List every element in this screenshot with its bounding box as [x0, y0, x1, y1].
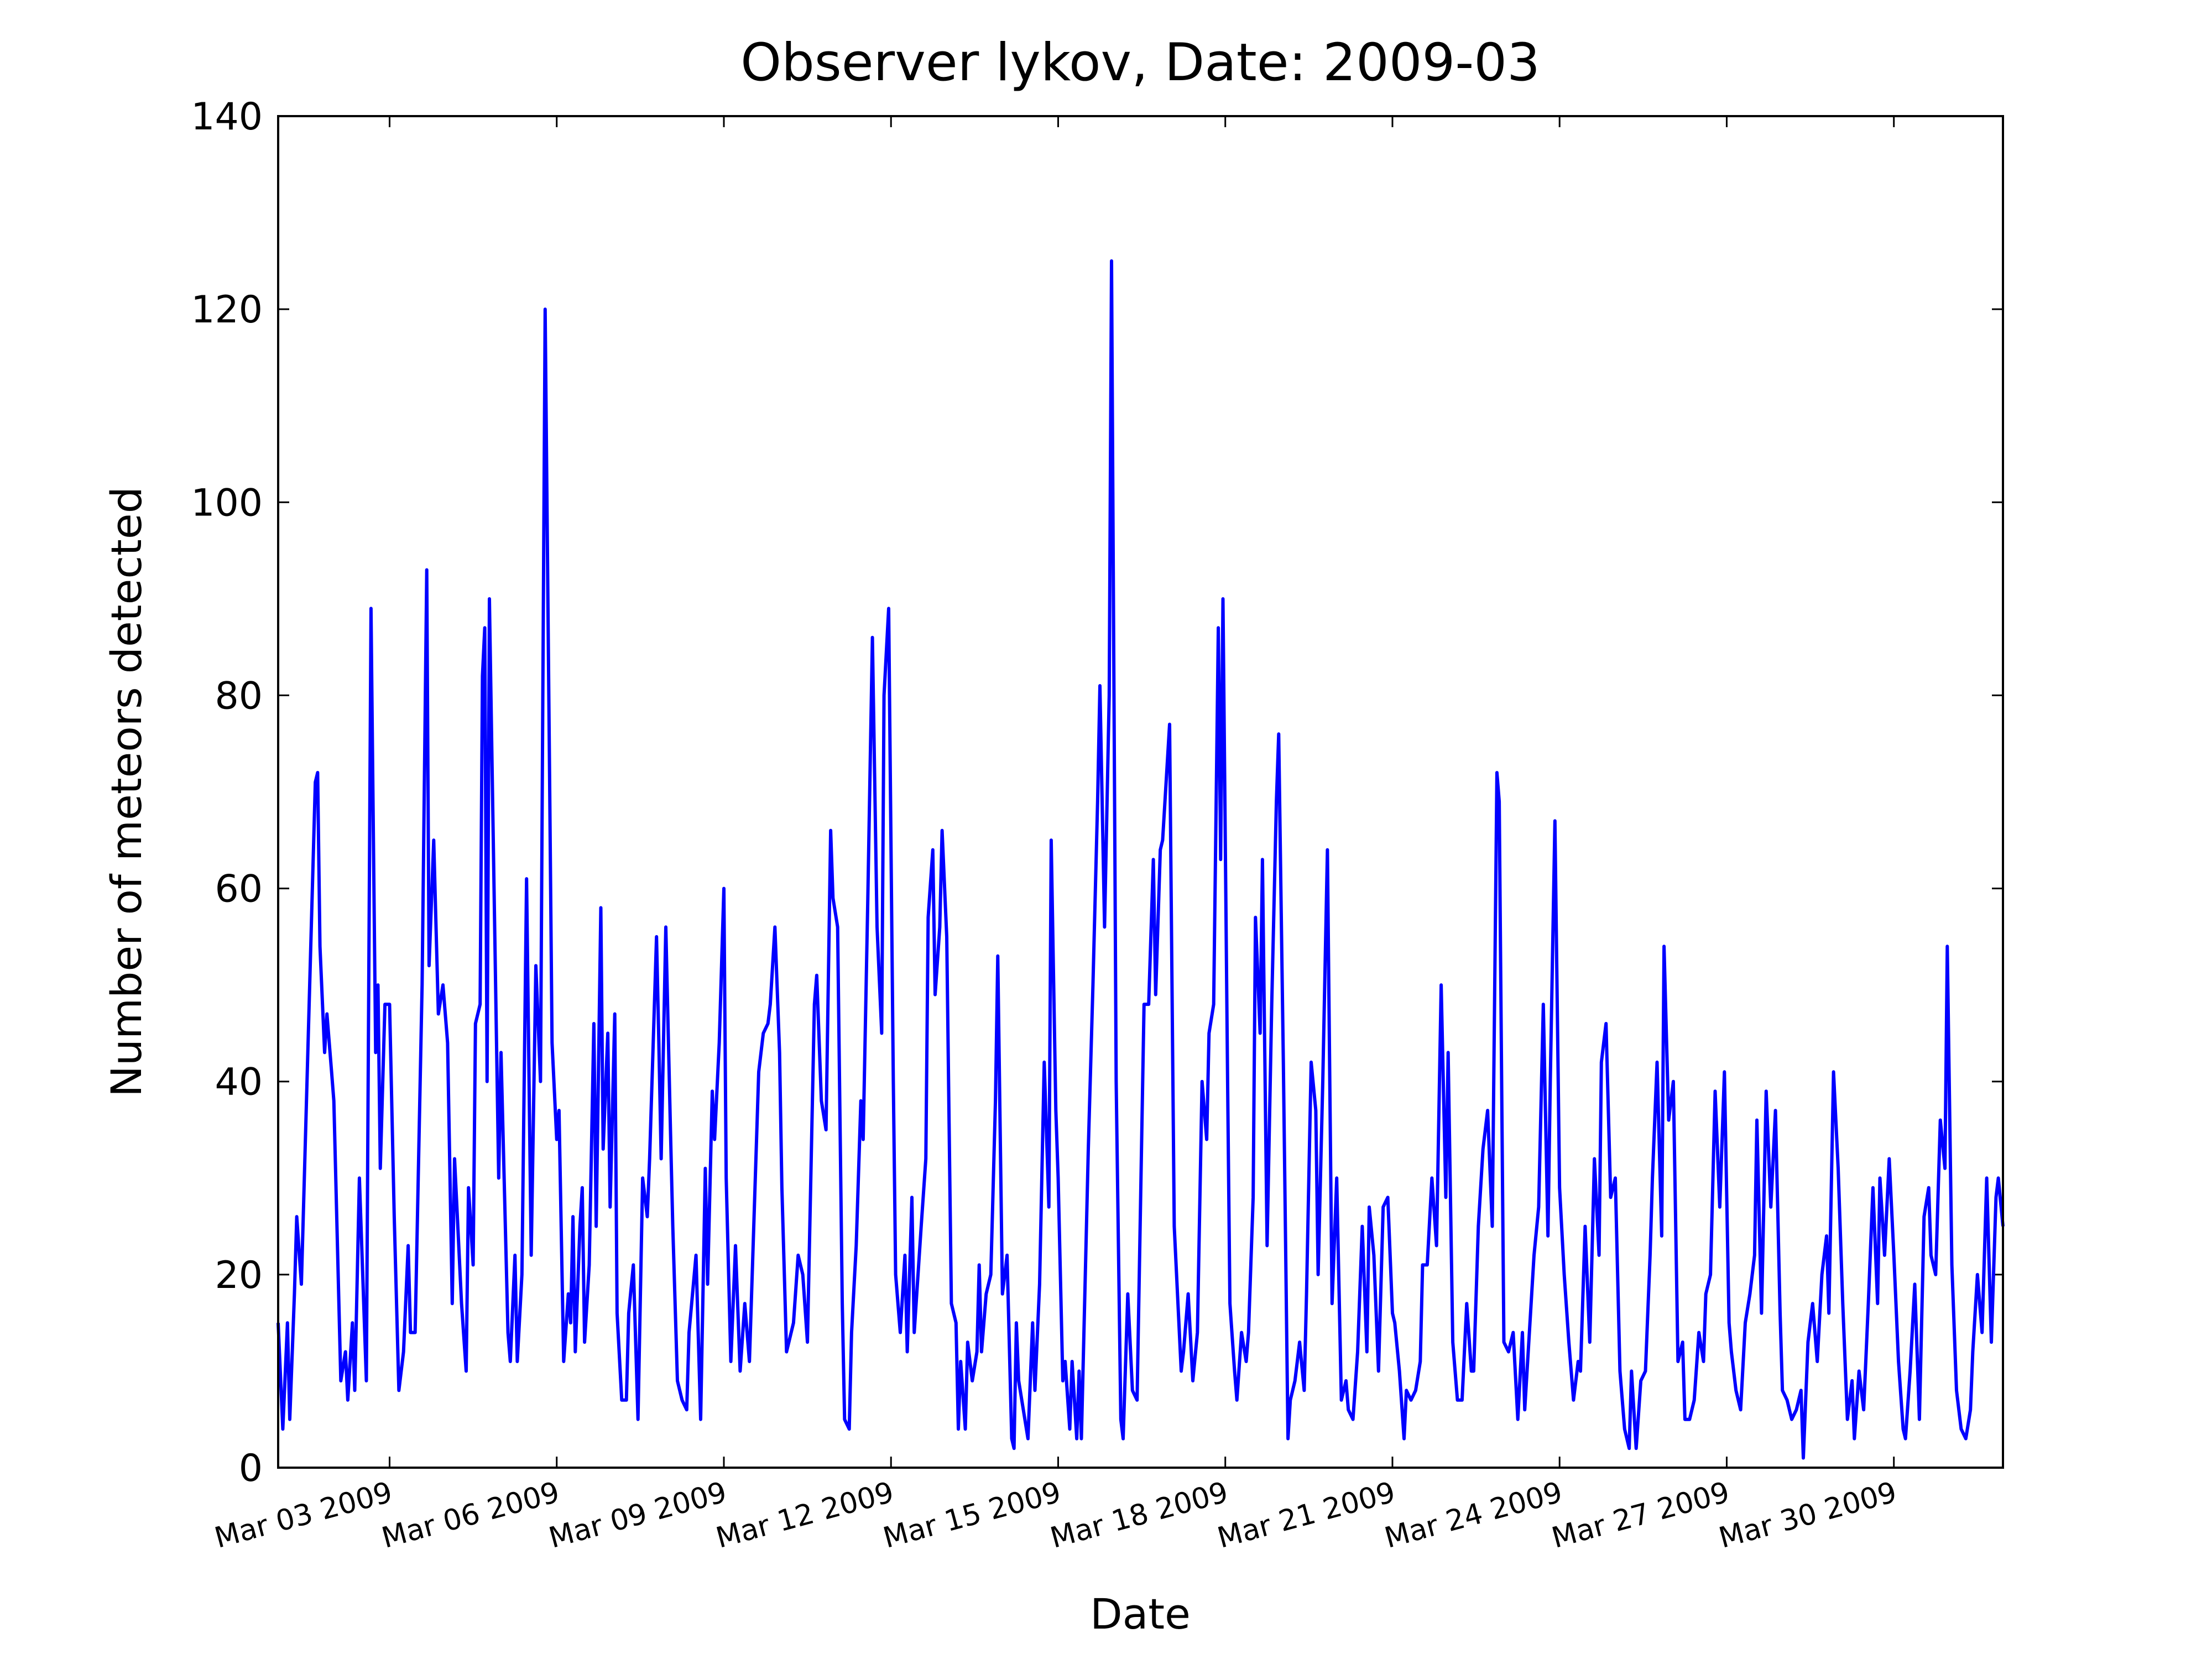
y-axis-label: Number of meteors detected	[102, 487, 151, 1097]
y-tick-label: 100	[191, 481, 263, 525]
chart-title: Observer lykov, Date: 2009-03	[740, 33, 1540, 93]
y-tick-label: 120	[191, 288, 263, 332]
data-line	[276, 259, 2005, 1460]
y-tick-label: 40	[215, 1061, 263, 1104]
x-axis-label: Date	[1090, 1589, 1191, 1639]
plot-frame	[277, 115, 2004, 1469]
y-tick-label: 20	[215, 1254, 263, 1297]
y-tick-label: 140	[191, 95, 263, 139]
y-tick-label: 60	[215, 868, 263, 911]
y-tick-label: 80	[215, 674, 263, 718]
y-tick-label: 0	[239, 1447, 263, 1490]
